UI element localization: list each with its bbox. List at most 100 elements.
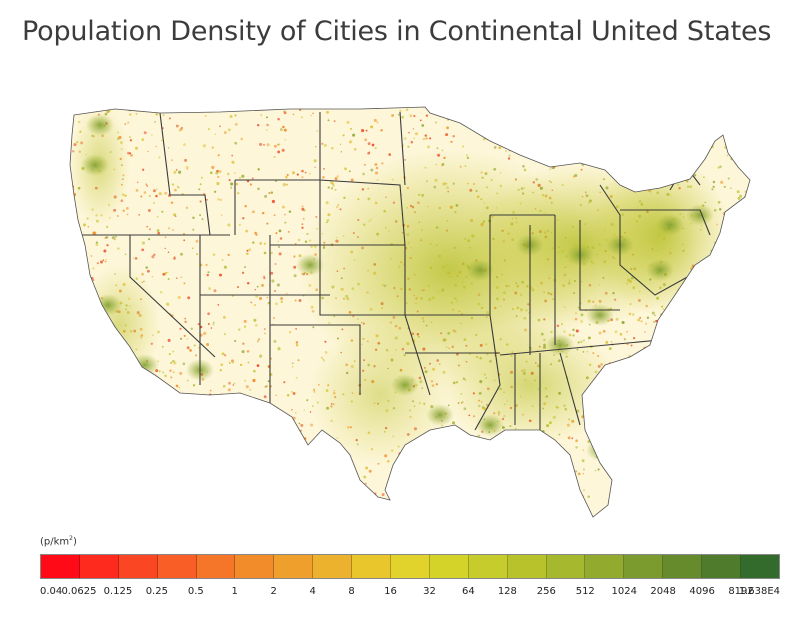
city-point <box>669 514 673 517</box>
city-point <box>197 323 200 326</box>
city-point <box>93 364 96 367</box>
city-point <box>336 458 339 461</box>
city-point <box>454 102 457 105</box>
city-point <box>638 515 641 517</box>
city-point <box>286 173 289 177</box>
city-point <box>752 450 754 452</box>
city-point <box>641 515 644 517</box>
city-point <box>92 510 94 513</box>
city-point <box>303 409 306 411</box>
city-point <box>372 101 374 103</box>
city-point <box>598 331 602 335</box>
city-point <box>717 166 720 169</box>
city-point <box>67 330 69 332</box>
city-point <box>349 140 353 144</box>
city-point <box>690 313 693 316</box>
city-point <box>149 228 151 231</box>
city-point <box>64 144 65 145</box>
city-point <box>246 281 250 285</box>
city-point <box>301 223 304 226</box>
city-point <box>293 265 297 269</box>
city-point <box>538 436 542 439</box>
color-scale-cell <box>79 555 119 578</box>
city-point <box>256 340 259 343</box>
city-point <box>556 474 559 477</box>
city-point <box>624 110 627 113</box>
city-point <box>710 349 713 352</box>
city-point <box>75 387 78 390</box>
city-point <box>135 366 137 369</box>
city-point <box>633 511 636 514</box>
city-point <box>135 113 138 115</box>
city-point <box>279 498 282 502</box>
city-point <box>557 152 561 156</box>
city-point <box>229 523 232 526</box>
city-point <box>718 501 721 505</box>
city-point <box>143 414 147 418</box>
city-point <box>621 102 623 104</box>
city-point <box>744 262 747 264</box>
city-point <box>434 102 436 104</box>
city-point <box>676 476 679 480</box>
city-point <box>707 439 710 442</box>
city-point <box>149 500 152 503</box>
city-point <box>632 127 634 130</box>
city-point <box>159 412 162 416</box>
city-point <box>210 404 213 407</box>
city-point <box>644 358 648 362</box>
city-point <box>142 168 145 171</box>
city-point <box>197 506 200 509</box>
city-point <box>689 298 693 302</box>
city-point <box>666 160 669 164</box>
city-point <box>437 450 441 454</box>
city-point <box>259 297 262 300</box>
city-point <box>189 492 191 495</box>
city-point <box>445 133 449 137</box>
city-point <box>568 523 570 525</box>
city-point <box>675 116 678 120</box>
city-point <box>187 405 191 409</box>
city-point <box>277 347 281 351</box>
city-point <box>720 180 724 184</box>
city-point <box>282 183 286 187</box>
city-point <box>60 310 62 313</box>
city-point <box>266 123 269 127</box>
city-point <box>277 497 280 501</box>
city-point <box>198 444 201 447</box>
city-point <box>739 510 742 513</box>
city-point <box>698 445 700 448</box>
city-point <box>84 277 87 280</box>
city-point <box>257 187 260 191</box>
city-point <box>696 350 700 354</box>
city-point <box>223 333 226 336</box>
city-point <box>498 127 502 130</box>
city-point <box>643 165 647 169</box>
city-point <box>148 380 151 383</box>
city-point <box>738 202 740 204</box>
city-point <box>688 339 692 343</box>
city-point <box>217 154 220 157</box>
city-point <box>254 231 257 235</box>
city-point <box>368 509 371 513</box>
city-point <box>209 100 211 102</box>
city-point <box>594 470 597 472</box>
city-point <box>93 231 97 235</box>
city-point <box>613 427 616 429</box>
city-point <box>129 448 133 452</box>
city-point <box>765 188 767 190</box>
city-point <box>569 158 572 161</box>
city-point <box>217 469 220 472</box>
city-point <box>242 107 244 108</box>
city-point <box>627 454 631 458</box>
city-point <box>747 226 750 229</box>
city-point <box>60 467 61 469</box>
city-point <box>419 460 422 463</box>
city-point <box>403 137 407 140</box>
city-point <box>270 357 273 360</box>
city-point <box>124 123 127 125</box>
city-point <box>723 105 725 107</box>
city-point <box>436 473 439 476</box>
city-point <box>304 102 305 103</box>
city-point <box>170 429 174 433</box>
city-point <box>488 501 492 505</box>
